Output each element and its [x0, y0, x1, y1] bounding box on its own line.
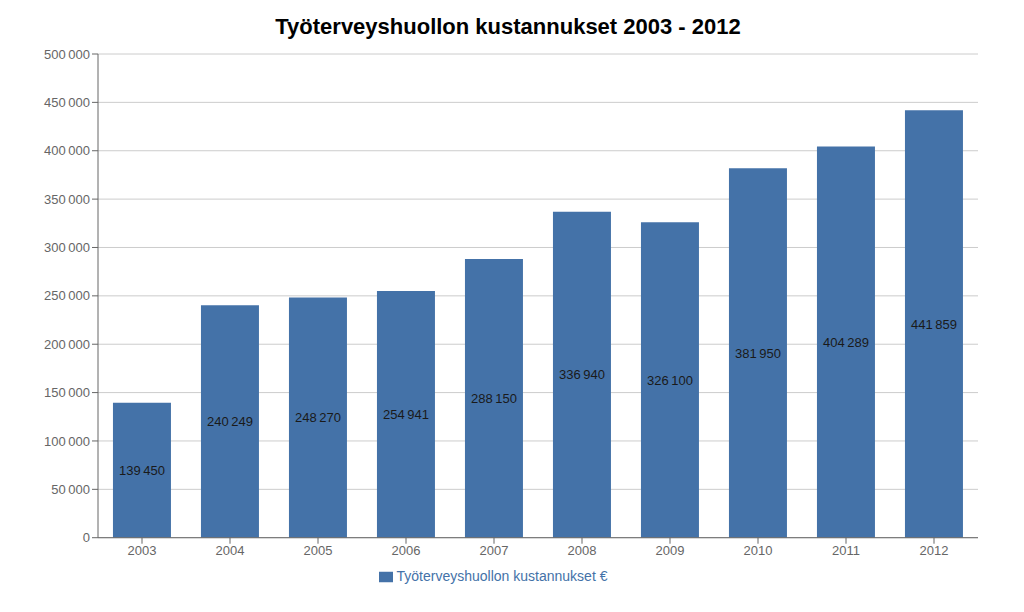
svg-text:381 950: 381 950	[735, 346, 781, 361]
svg-text:2006: 2006	[392, 543, 421, 558]
svg-text:441 859: 441 859	[911, 317, 957, 332]
svg-text:250 000: 250 000	[44, 288, 90, 303]
svg-text:450 000: 450 000	[44, 95, 90, 110]
svg-text:326 100: 326 100	[647, 373, 693, 388]
svg-text:2003: 2003	[128, 543, 157, 558]
html-text:Työterveyshuollon kustannukset: Työterveyshuollon kustannukset 2003 - 20…	[275, 14, 741, 39]
html-text:Työterveyshuollon kustannukset: Työterveyshuollon kustannukset €	[396, 567, 608, 584]
svg-text:200 000: 200 000	[44, 337, 90, 352]
svg-text:336 940: 336 940	[559, 367, 605, 382]
svg-text:2011: 2011	[832, 543, 860, 558]
svg-text:248 270: 248 270	[295, 410, 341, 425]
svg-text:0: 0	[83, 530, 90, 545]
svg-text:404 289: 404 289	[823, 335, 869, 350]
svg-text:2012: 2012	[920, 543, 949, 558]
svg-text:2007: 2007	[480, 543, 509, 558]
svg-text:240 249: 240 249	[207, 414, 253, 429]
svg-text:288 150: 288 150	[471, 391, 517, 406]
svg-text:2010: 2010	[744, 543, 773, 558]
svg-text:2009: 2009	[656, 543, 685, 558]
svg-text:2004: 2004	[216, 543, 245, 558]
svg-text:400 000: 400 000	[44, 143, 90, 158]
svg-text:300 000: 300 000	[44, 240, 90, 255]
svg-text:500 000: 500 000	[44, 47, 90, 62]
svg-text:350 000: 350 000	[44, 192, 90, 207]
svg-text:2005: 2005	[304, 543, 333, 558]
svg-text:50 000: 50 000	[51, 482, 90, 497]
svg-text:2008: 2008	[568, 543, 597, 558]
svg-text:150 000: 150 000	[44, 385, 90, 400]
svg-text:254 941: 254 941	[383, 407, 429, 422]
svg-text:139 450: 139 450	[119, 463, 165, 478]
svg-text:100 000: 100 000	[44, 434, 90, 449]
